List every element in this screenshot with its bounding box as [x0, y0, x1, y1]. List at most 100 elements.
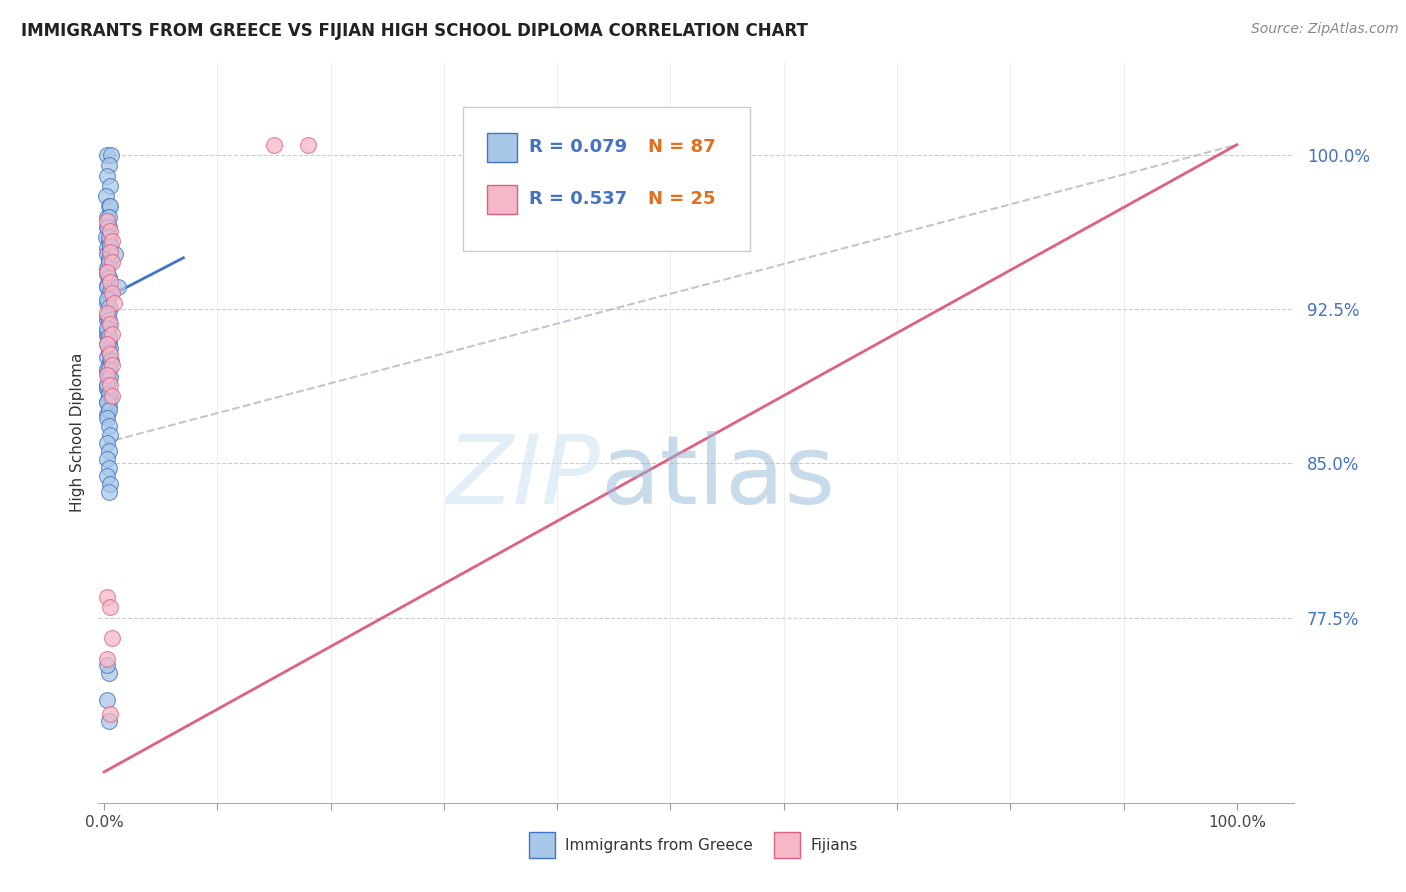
Point	[97, 304, 120, 318]
Point	[98, 240, 121, 254]
Point	[97, 386, 120, 401]
Bar	[486, 133, 517, 162]
Point	[100, 148, 122, 162]
Point	[98, 347, 121, 361]
Point	[97, 485, 120, 500]
Point	[104, 246, 127, 260]
Point	[96, 230, 118, 244]
Point	[97, 358, 120, 372]
Point	[96, 366, 118, 380]
Point	[96, 265, 118, 279]
Point	[97, 199, 120, 213]
Point	[96, 219, 118, 234]
Point	[96, 368, 118, 382]
Point	[97, 300, 120, 314]
Point	[98, 353, 121, 368]
Point	[96, 350, 118, 364]
Point	[101, 388, 124, 402]
Point	[98, 378, 121, 392]
Point	[96, 407, 118, 421]
Bar	[486, 185, 517, 214]
Point	[97, 345, 120, 359]
Point	[97, 399, 120, 413]
Point	[97, 210, 120, 224]
Point	[101, 285, 124, 300]
Point	[96, 329, 118, 343]
Point	[96, 312, 118, 326]
Point	[101, 358, 124, 372]
Point	[97, 403, 120, 417]
Bar	[773, 832, 800, 858]
Point	[98, 600, 121, 615]
Point	[98, 341, 121, 355]
Text: Source: ZipAtlas.com: Source: ZipAtlas.com	[1251, 22, 1399, 37]
Point	[263, 137, 285, 152]
Point	[97, 374, 120, 388]
Point	[98, 427, 121, 442]
Point	[97, 362, 120, 376]
Point	[96, 394, 118, 409]
Point	[107, 279, 129, 293]
Point	[97, 255, 120, 269]
Point	[97, 317, 120, 331]
Point	[96, 169, 118, 183]
Point	[96, 452, 118, 467]
Y-axis label: High School Diploma: High School Diploma	[69, 353, 84, 512]
Point	[96, 296, 118, 310]
Point	[96, 189, 118, 203]
Point	[96, 265, 118, 279]
Point	[96, 337, 118, 351]
Point	[98, 370, 121, 384]
Point	[96, 240, 118, 254]
Point	[97, 312, 120, 326]
Point	[97, 329, 120, 343]
Point	[97, 714, 120, 728]
Point	[97, 255, 120, 269]
Point	[97, 158, 120, 172]
Point	[96, 246, 118, 260]
Point	[96, 362, 118, 376]
Point	[96, 411, 118, 425]
Point	[96, 325, 118, 339]
Point	[96, 394, 118, 409]
Point	[101, 632, 124, 646]
Point	[98, 284, 121, 298]
Point	[97, 271, 120, 285]
Point	[96, 693, 118, 707]
Point	[96, 292, 118, 306]
Point	[96, 590, 118, 604]
Point	[98, 244, 121, 259]
Point	[96, 277, 118, 292]
Point	[97, 271, 120, 285]
Point	[97, 444, 120, 458]
Text: IMMIGRANTS FROM GREECE VS FIJIAN HIGH SCHOOL DIPLOMA CORRELATION CHART: IMMIGRANTS FROM GREECE VS FIJIAN HIGH SC…	[21, 22, 808, 40]
Point	[97, 666, 120, 681]
Point	[96, 214, 118, 228]
Point	[96, 337, 118, 351]
Point	[101, 255, 124, 269]
Point	[103, 296, 125, 310]
Point	[101, 326, 124, 341]
Text: atlas: atlas	[600, 431, 835, 524]
Point	[97, 288, 120, 302]
Text: R = 0.079: R = 0.079	[529, 138, 627, 156]
Point	[98, 317, 121, 331]
Point	[98, 477, 121, 491]
Bar	[529, 832, 555, 858]
Point	[97, 230, 120, 244]
Point	[96, 279, 118, 293]
Point	[98, 224, 121, 238]
Point	[98, 178, 121, 193]
Text: N = 87: N = 87	[648, 138, 716, 156]
Point	[98, 707, 121, 722]
Point	[96, 378, 118, 392]
Point	[97, 219, 120, 234]
Point	[97, 460, 120, 475]
Point	[97, 333, 120, 347]
Point	[96, 320, 118, 334]
Point	[97, 320, 120, 334]
Point	[96, 383, 118, 397]
Text: Immigrants from Greece: Immigrants from Greece	[565, 838, 752, 854]
Point	[96, 468, 118, 483]
FancyBboxPatch shape	[463, 107, 749, 252]
